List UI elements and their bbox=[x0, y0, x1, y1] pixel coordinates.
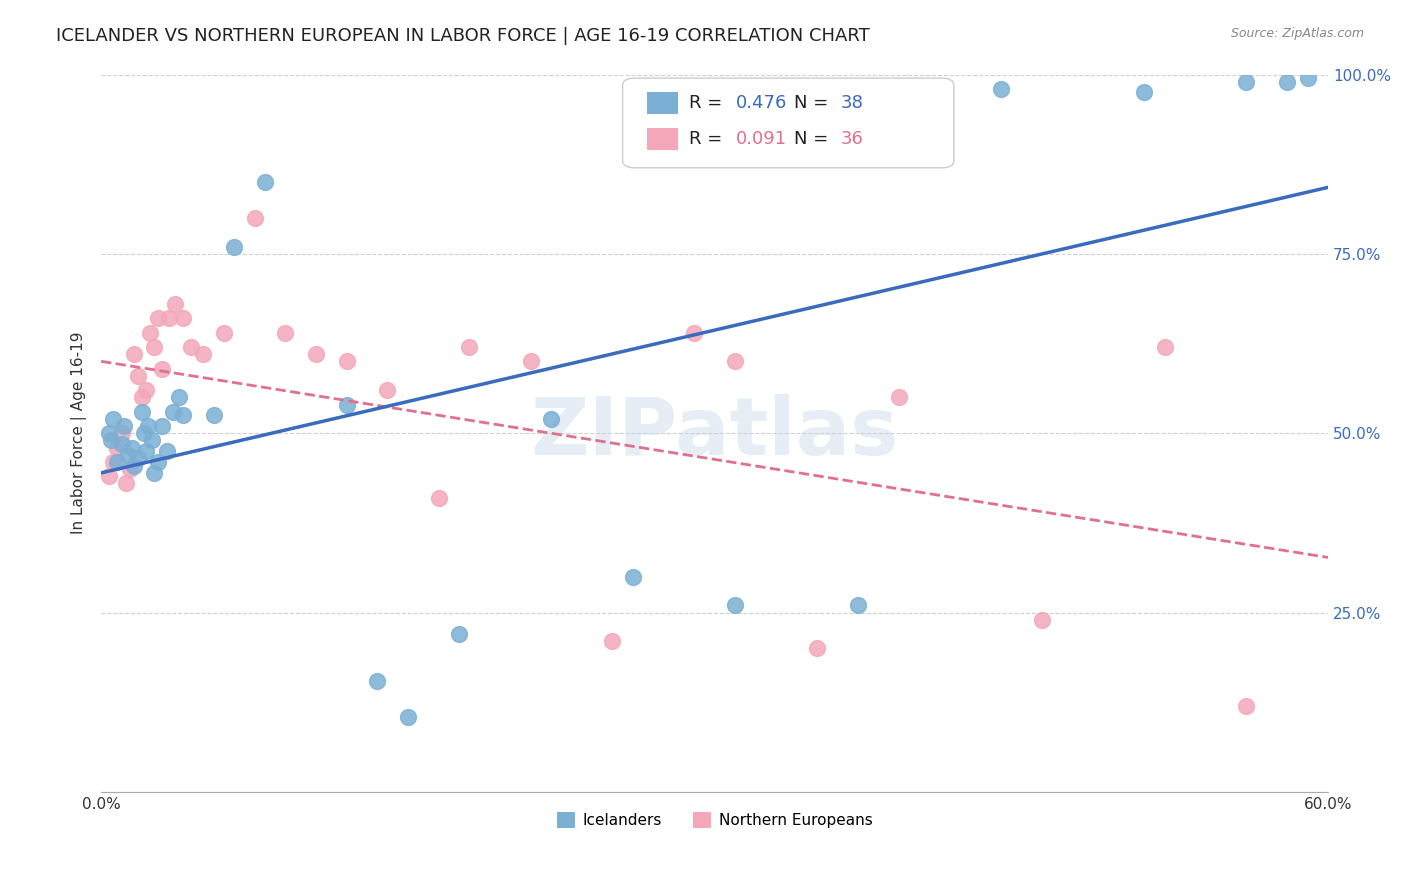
Point bbox=[141, 434, 163, 448]
Text: ZIPatlas: ZIPatlas bbox=[530, 394, 898, 472]
Text: Source: ZipAtlas.com: Source: ZipAtlas.com bbox=[1230, 27, 1364, 40]
Point bbox=[143, 466, 166, 480]
Point bbox=[540, 412, 562, 426]
Point bbox=[1031, 613, 1053, 627]
Point bbox=[136, 419, 159, 434]
Point bbox=[243, 211, 266, 225]
Point bbox=[127, 368, 149, 383]
Point bbox=[724, 354, 747, 368]
Point bbox=[305, 347, 328, 361]
Text: R =: R = bbox=[689, 130, 728, 148]
Text: N =: N = bbox=[794, 130, 834, 148]
Point bbox=[162, 405, 184, 419]
Point bbox=[202, 409, 225, 423]
Point bbox=[103, 455, 125, 469]
Point bbox=[107, 455, 129, 469]
Point bbox=[122, 347, 145, 361]
Point bbox=[98, 469, 121, 483]
Point bbox=[193, 347, 215, 361]
Point bbox=[167, 390, 190, 404]
Text: 36: 36 bbox=[841, 130, 863, 148]
Point bbox=[103, 412, 125, 426]
Point bbox=[135, 383, 157, 397]
Point bbox=[335, 354, 357, 368]
Point bbox=[447, 627, 470, 641]
Point bbox=[135, 444, 157, 458]
Point bbox=[366, 673, 388, 688]
Point bbox=[222, 240, 245, 254]
Point bbox=[396, 709, 419, 723]
Point bbox=[427, 491, 450, 505]
Point bbox=[887, 390, 910, 404]
Point bbox=[100, 434, 122, 448]
Point bbox=[155, 444, 177, 458]
Text: R =: R = bbox=[689, 95, 728, 112]
Point bbox=[274, 326, 297, 340]
Point bbox=[172, 311, 194, 326]
Point bbox=[253, 175, 276, 189]
Point bbox=[683, 326, 706, 340]
Point bbox=[127, 451, 149, 466]
Point bbox=[152, 361, 174, 376]
Point bbox=[112, 419, 135, 434]
Point bbox=[458, 340, 481, 354]
Point bbox=[212, 326, 235, 340]
Point bbox=[1153, 340, 1175, 354]
Point bbox=[110, 426, 132, 441]
Point bbox=[139, 326, 162, 340]
Point bbox=[846, 599, 869, 613]
FancyBboxPatch shape bbox=[623, 78, 953, 168]
Point bbox=[602, 634, 624, 648]
Point bbox=[1296, 71, 1319, 86]
Point bbox=[121, 441, 143, 455]
Point bbox=[132, 426, 155, 441]
Legend: Icelanders, Northern Europeans: Icelanders, Northern Europeans bbox=[551, 806, 879, 835]
Y-axis label: In Labor Force | Age 16-19: In Labor Force | Age 16-19 bbox=[72, 332, 87, 534]
Point bbox=[118, 462, 141, 476]
Point bbox=[152, 419, 174, 434]
FancyBboxPatch shape bbox=[647, 93, 678, 114]
Point bbox=[335, 398, 357, 412]
Point bbox=[621, 570, 644, 584]
Point bbox=[1234, 698, 1257, 713]
Point bbox=[180, 340, 202, 354]
Point bbox=[172, 409, 194, 423]
Point bbox=[110, 437, 132, 451]
Point bbox=[107, 441, 129, 455]
Point bbox=[163, 297, 186, 311]
Text: 38: 38 bbox=[841, 95, 863, 112]
Point bbox=[724, 599, 747, 613]
Text: 0.476: 0.476 bbox=[735, 95, 787, 112]
Point bbox=[990, 82, 1012, 96]
Point bbox=[148, 311, 170, 326]
Point bbox=[117, 448, 139, 462]
Text: N =: N = bbox=[794, 95, 834, 112]
Point bbox=[1133, 86, 1156, 100]
FancyBboxPatch shape bbox=[647, 128, 678, 150]
Point bbox=[148, 455, 170, 469]
Point bbox=[131, 390, 153, 404]
Point bbox=[122, 458, 145, 473]
Point bbox=[98, 426, 121, 441]
Point bbox=[1277, 75, 1299, 89]
Text: 0.091: 0.091 bbox=[735, 130, 786, 148]
Point bbox=[377, 383, 399, 397]
Point bbox=[114, 476, 136, 491]
Point bbox=[806, 641, 828, 656]
Text: ICELANDER VS NORTHERN EUROPEAN IN LABOR FORCE | AGE 16-19 CORRELATION CHART: ICELANDER VS NORTHERN EUROPEAN IN LABOR … bbox=[56, 27, 870, 45]
Point bbox=[157, 311, 180, 326]
Point bbox=[131, 405, 153, 419]
Point bbox=[519, 354, 541, 368]
Point bbox=[143, 340, 166, 354]
Point bbox=[1234, 75, 1257, 89]
